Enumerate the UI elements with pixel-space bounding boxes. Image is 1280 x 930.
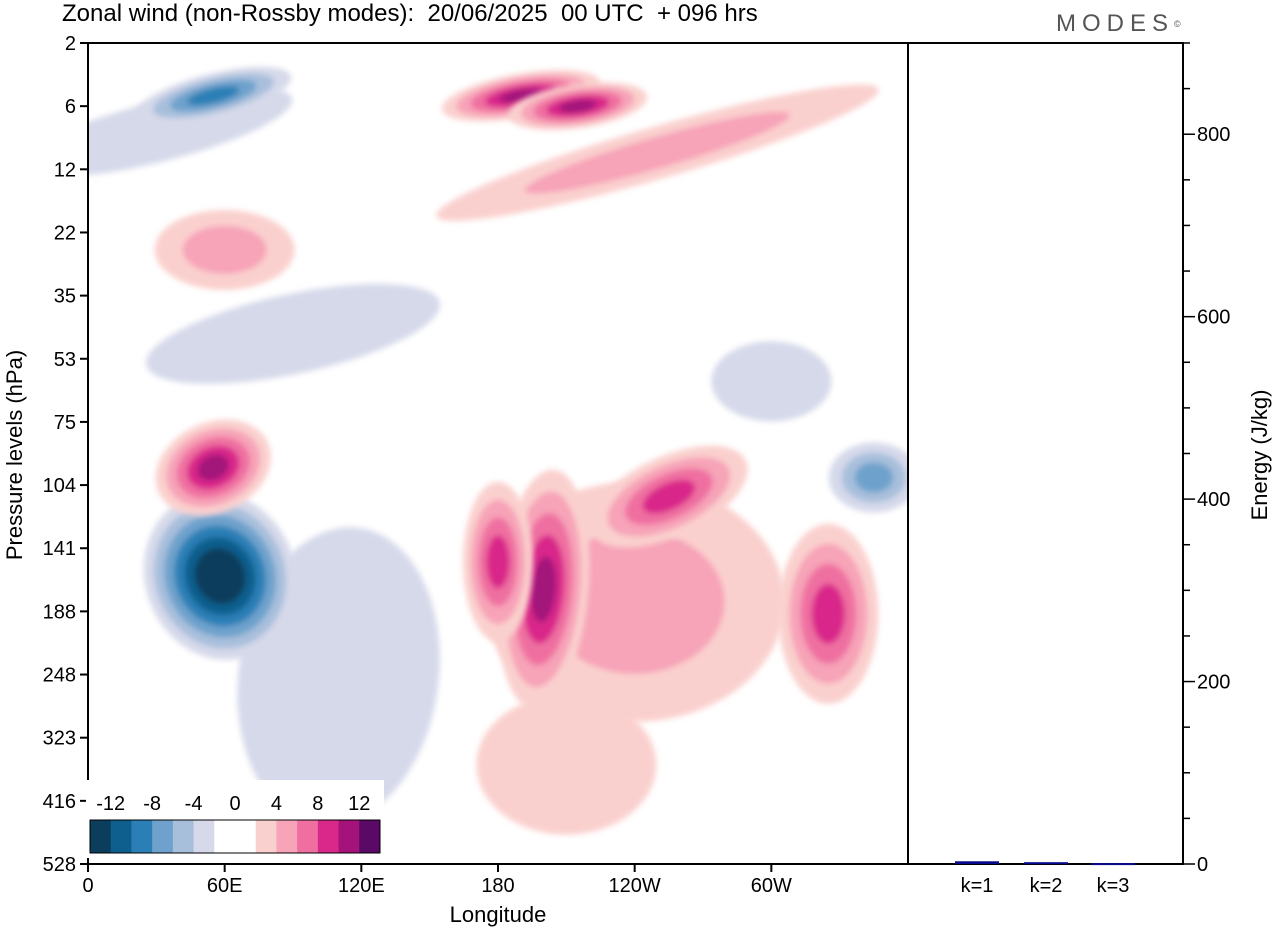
colorbar-label: -4 [185,793,203,815]
colorbar-label: 4 [271,793,282,815]
background-band-level [711,341,832,422]
colorbar-label: -8 [143,793,161,815]
wind-feature-level [854,462,894,493]
colorbar-swatch [90,820,112,853]
colorbar-swatch [214,820,236,853]
pressure-tick-label: 35 [54,286,76,308]
energy-bar [1091,863,1135,866]
chart-title: Zonal wind (non-Rossby modes): 20/06/202… [62,0,758,27]
energy-axis-label: Energy (J/kg) [1247,390,1272,521]
background-band [146,283,440,384]
pressure-tick-label: 75 [54,412,76,434]
energy-panel-frame [907,42,1184,865]
wind-feature-level [204,559,236,593]
background-band [436,84,879,221]
wind-contour-field [88,66,908,835]
background-band [154,209,295,290]
colorbar-label: 8 [312,793,323,815]
colorbar-swatch [338,820,360,853]
wind-feature-level [811,583,845,644]
energy-axis: 0 200 400 600 800 [1183,42,1230,876]
energy-bars: k=1 k=2 k=3 [955,861,1135,897]
energy-tick-label: 800 [1197,124,1230,146]
colorbar-label: -12 [96,793,125,815]
wind-feature-level [197,454,229,481]
pressure-tick-label: 53 [54,349,76,371]
wind-feature-level [558,99,597,113]
pressure-tick-label: 528 [43,854,76,876]
pressure-tick-label: 22 [54,222,76,244]
colorbar-swatch [193,820,215,853]
x-axis-label: Longitude [450,902,547,927]
pressure-tick-label: 323 [43,728,76,750]
colorbar-label: 12 [348,793,370,815]
wind-feature-level [486,535,510,589]
pressure-tick-label: 416 [43,791,76,813]
colorbar-swatch [131,820,153,853]
longitude-tick-label: 0 [82,875,93,897]
longitude-tick-label: 60E [207,875,243,897]
colorbar-swatch [152,820,174,853]
wind-feature-level [642,479,696,514]
wind-feature [143,492,297,660]
longitude-tick-label: 180 [481,875,514,897]
energy-tick-label: 400 [1197,489,1230,511]
colorbar-swatch [317,820,340,853]
longitude-tick-label: 120W [609,875,661,897]
brand-logo: MODES© [1056,10,1181,38]
wind-feature [508,82,648,131]
background-band-level [544,529,725,674]
wind-feature [778,523,879,704]
pressure-tick-label: 6 [65,96,76,118]
colorbar-swatch [235,820,257,853]
background-band [711,341,832,422]
colorbar-frame [89,819,381,854]
pressure-tick-label: 2 [65,33,76,55]
energy-tick-label: 0 [1197,854,1208,876]
energy-tick-label: 200 [1197,672,1230,694]
colorbar-swatch [172,820,195,853]
background-band-level [524,111,791,194]
wind-feature [135,66,292,125]
wind-feature-level [531,556,557,622]
background-band-level [476,694,657,835]
energy-bar-label: k=3 [1097,875,1130,897]
pressure-tick-label: 188 [43,601,76,623]
longitude-axis: 0 60E 120E 180 120W 60W [82,864,792,897]
brand-mark: © [1174,19,1181,29]
pressure-tick-label: 12 [54,159,76,181]
wind-feature-level [187,86,240,106]
energy-bar-label: k=2 [1030,875,1063,897]
energy-bar [955,861,999,864]
y-axis-label: Pressure levels (hPa) [2,350,27,560]
energy-tick-label: 600 [1197,307,1230,329]
brand-name: MODES [1056,10,1175,37]
pressure-tick-label: 248 [43,665,76,687]
background-band-level [146,283,440,384]
background-band [476,694,657,835]
pressure-tick-label: 104 [43,475,76,497]
colorbar-swatch [297,820,319,853]
colorbar-swatch [276,820,298,853]
wind-feature [828,442,908,513]
energy-bar-label: k=1 [961,875,994,897]
colorbar: -12 -8 -4 0 4 8 12 [86,780,384,858]
colorbar-swatch [255,820,277,853]
longitude-tick-label: 120E [338,875,385,897]
pressure-tick-label: 141 [43,538,76,560]
pressure-axis: 2 6 12 22 35 53 75 104 141 188 248 323 416 528 [43,33,88,876]
wind-feature [463,481,533,642]
colorbar-swatch [359,820,381,853]
longitude-tick-label: 60W [751,875,792,897]
background-band-level [182,225,267,274]
colorbar-label: 0 [229,793,240,815]
wind-feature [589,445,748,548]
wind-feature [155,419,271,516]
colorbar-swatch [110,820,132,853]
energy-bar [1024,862,1068,865]
